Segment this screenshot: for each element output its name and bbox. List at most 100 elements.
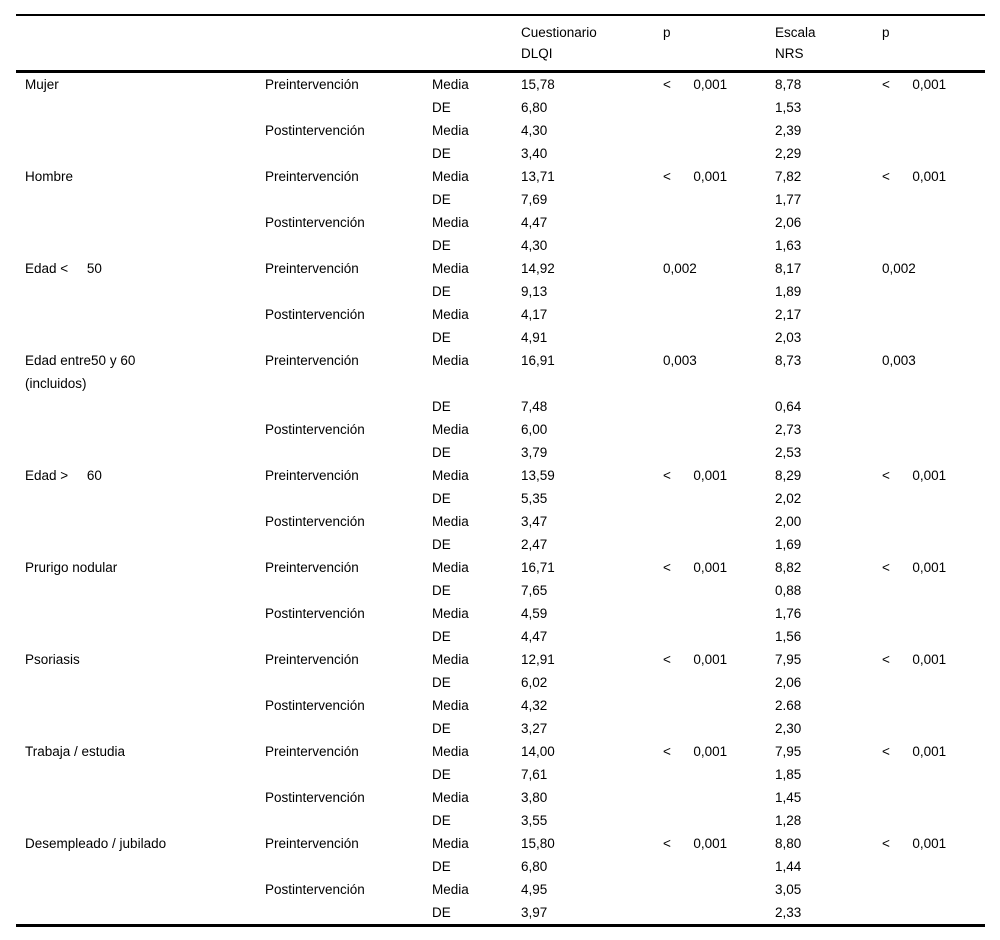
- stat-label: DE: [432, 721, 451, 736]
- nrs-value: 2,06: [775, 215, 802, 230]
- dlqi-value: 16,91: [521, 353, 555, 368]
- stat-label: DE: [432, 583, 451, 598]
- phase-label: [265, 671, 432, 694]
- table-row: DE 6,80 1,44: [16, 855, 985, 878]
- nrs-p-value: [882, 326, 985, 349]
- group-label: [16, 786, 265, 809]
- group-label: [16, 234, 265, 257]
- nrs-p-value: [882, 763, 985, 786]
- col-header-nrs: Escala NRS: [775, 15, 882, 72]
- phase-label: Preintervención: [265, 77, 359, 92]
- nrs-value: 2.68: [775, 698, 802, 713]
- nrs-value: 1,28: [775, 813, 802, 828]
- stat-label: Media: [432, 836, 469, 851]
- stat-label: Media: [432, 422, 469, 437]
- phase-label: [265, 855, 432, 878]
- table-row: Mujer Preintervención Media 15,78 < 0,001 8,7…: [16, 72, 985, 97]
- table-row: DE 3,27 2,30: [16, 717, 985, 740]
- dlqi-value: 16,71: [521, 560, 555, 575]
- group-label: [16, 717, 265, 740]
- dlqi-value: 4,30: [521, 238, 548, 253]
- nrs-value: 1,76: [775, 606, 802, 621]
- table-row: DE 4,30 1,63: [16, 234, 985, 257]
- nrs-value: 1,69: [775, 537, 802, 552]
- table-row: DE 4,91 2,03: [16, 326, 985, 349]
- dlqi-value: 3,27: [521, 721, 548, 736]
- group-label: (incluidos): [25, 376, 87, 391]
- dlqi-p-value: [663, 303, 775, 326]
- nrs-p-value: [882, 280, 985, 303]
- table-row: DE 3,79 2,53: [16, 441, 985, 464]
- phase-label: [265, 487, 432, 510]
- dlqi-p-value: [663, 625, 775, 648]
- stat-label: Media: [432, 514, 469, 529]
- dlqi-p-value: [663, 96, 775, 119]
- stat-label: DE: [432, 330, 451, 345]
- group-label: [16, 809, 265, 832]
- dlqi-p-value: [663, 579, 775, 602]
- group-label: [16, 487, 265, 510]
- stat-label: Media: [432, 744, 469, 759]
- nrs-p-value: [882, 671, 985, 694]
- nrs-p-value: [882, 234, 985, 257]
- group-label: [16, 878, 265, 901]
- nrs-p-value: [882, 119, 985, 142]
- dlqi-value: 15,78: [521, 77, 555, 92]
- dlqi-p-value: [663, 211, 775, 234]
- header-group-col: [16, 15, 265, 72]
- dlqi-value: 14,92: [521, 261, 555, 276]
- table-row: DE 4,47 1,56: [16, 625, 985, 648]
- stat-label: Media: [432, 606, 469, 621]
- group-label: [16, 188, 265, 211]
- table-row: DE 9,13 1,89: [16, 280, 985, 303]
- dlqi-value: [521, 372, 663, 395]
- nrs-value: 1,63: [775, 238, 802, 253]
- col-header-p-nrs: p: [882, 25, 890, 40]
- dlqi-value: 13,71: [521, 169, 555, 184]
- group-label: Edad > 60: [25, 468, 102, 483]
- phase-label: Preintervención: [265, 261, 359, 276]
- nrs-value: 1,85: [775, 767, 802, 782]
- table-row: Postintervención Media 4,30 2,39: [16, 119, 985, 142]
- group-label: Mujer: [25, 77, 59, 92]
- nrs-value: 2,00: [775, 514, 802, 529]
- dlqi-value: 3,47: [521, 514, 548, 529]
- dlqi-value: 5,35: [521, 491, 548, 506]
- table-row: Desempleado / jubilado Preintervención Med…: [16, 832, 985, 855]
- stat-label: Media: [432, 261, 469, 276]
- phase-label: Preintervención: [265, 836, 359, 851]
- dlqi-p-value: [663, 418, 775, 441]
- nrs-p-value: [882, 372, 985, 395]
- nrs-value: 8,29: [775, 468, 802, 483]
- phase-label: Preintervención: [265, 468, 359, 483]
- nrs-p-value: 0,003: [882, 353, 916, 368]
- phase-label: [265, 96, 432, 119]
- dlqi-p-value: [663, 395, 775, 418]
- dlqi-value: 4,30: [521, 123, 548, 138]
- nrs-p-value: [882, 441, 985, 464]
- stat-label: DE: [432, 675, 451, 690]
- table-row: Postintervención Media 3,47 2,00: [16, 510, 985, 533]
- phase-label: Postintervención: [265, 123, 365, 138]
- nrs-p-value: < 0,001: [882, 169, 947, 184]
- col-header-dlqi: Cuestionario DLQI: [521, 15, 663, 72]
- stat-label: DE: [432, 813, 451, 828]
- phase-label: Postintervención: [265, 606, 365, 621]
- nrs-p-value: [882, 717, 985, 740]
- dlqi-value: 4,47: [521, 215, 548, 230]
- table-row: Edad entre50 y 60 Preintervención Media 16,…: [16, 349, 985, 372]
- stat-label: DE: [432, 100, 451, 115]
- stat-label: DE: [432, 284, 451, 299]
- dlqi-value: 12,91: [521, 652, 555, 667]
- nrs-p-value: [882, 625, 985, 648]
- group-label: [16, 671, 265, 694]
- nrs-p-value: [882, 96, 985, 119]
- group-label: Trabaja / estudia: [25, 744, 126, 759]
- group-label: Hombre: [25, 169, 74, 184]
- dlqi-p-value: [663, 602, 775, 625]
- table-row: Postintervención Media 4,95 3,05: [16, 878, 985, 901]
- group-label: [16, 280, 265, 303]
- nrs-value: 8,82: [775, 560, 802, 575]
- stat-label: DE: [432, 905, 451, 920]
- group-label: Desempleado / jubilado: [25, 836, 167, 851]
